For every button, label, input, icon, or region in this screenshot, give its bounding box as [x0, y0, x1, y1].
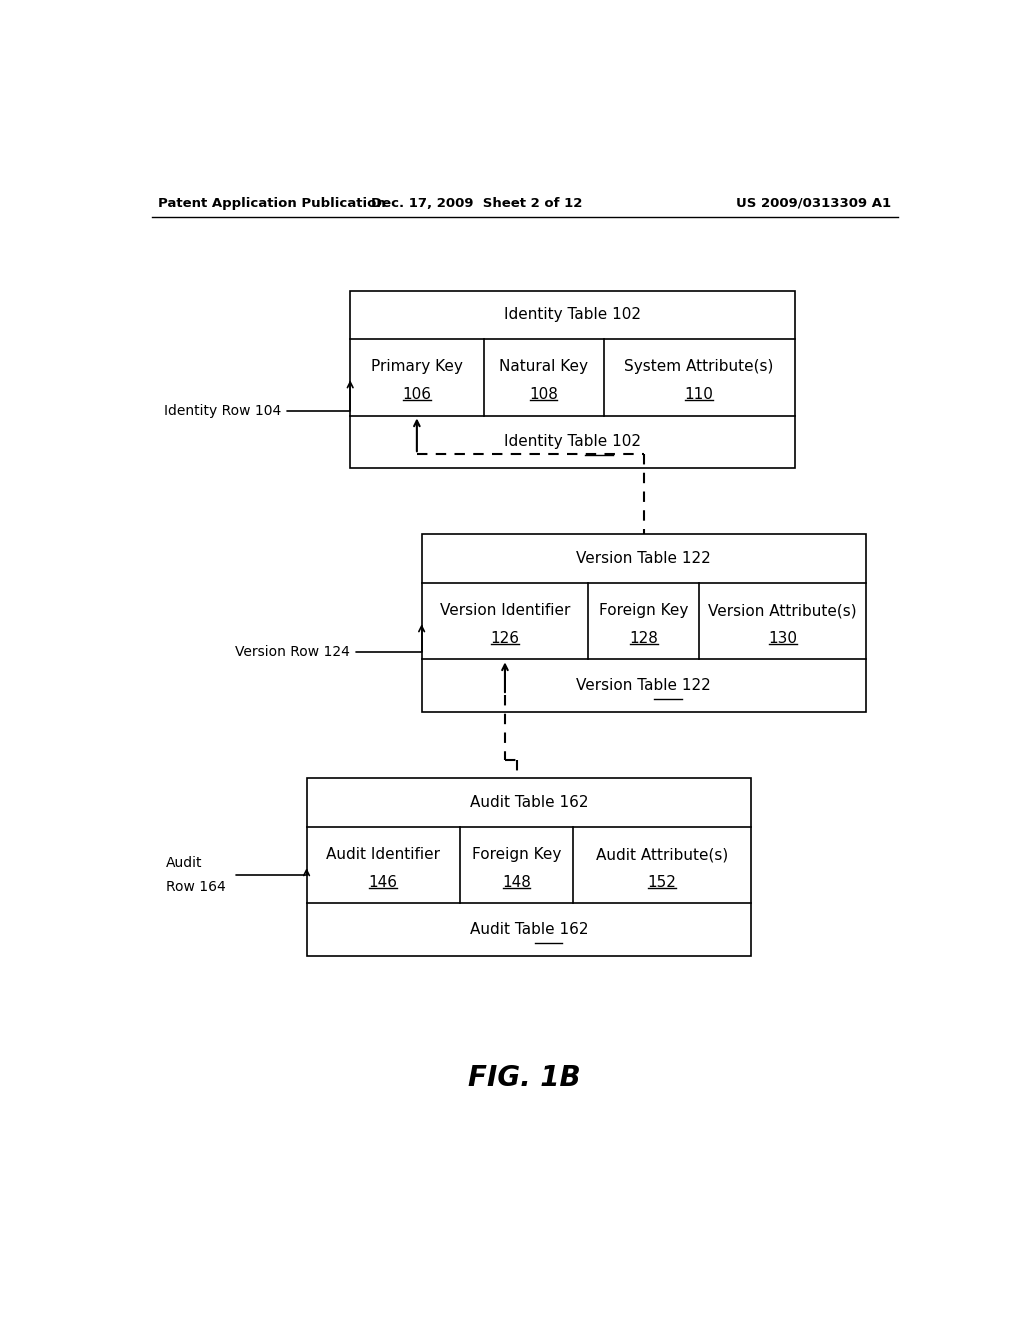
Text: 108: 108 — [529, 387, 558, 401]
Text: 130: 130 — [768, 631, 798, 645]
Text: Identity Row 104: Identity Row 104 — [164, 381, 353, 417]
Bar — [306, 779, 751, 956]
Text: 106: 106 — [402, 387, 431, 401]
Text: Identity Table 102: Identity Table 102 — [504, 434, 641, 450]
Text: Foreign Key: Foreign Key — [472, 847, 561, 862]
Text: Foreign Key: Foreign Key — [599, 603, 688, 618]
Text: Audit Table 162: Audit Table 162 — [470, 923, 588, 937]
Text: FIG. 1B: FIG. 1B — [469, 1064, 581, 1092]
Text: Version Table 122: Version Table 122 — [577, 552, 712, 566]
Text: Audit Attribute(s): Audit Attribute(s) — [596, 847, 728, 862]
Text: Version Identifier: Version Identifier — [439, 603, 570, 618]
Text: 152: 152 — [647, 875, 677, 890]
Text: Natural Key: Natural Key — [499, 359, 588, 375]
Text: Audit Identifier: Audit Identifier — [327, 847, 440, 862]
Text: 126: 126 — [490, 631, 519, 645]
Text: System Attribute(s): System Attribute(s) — [625, 359, 774, 375]
Text: Identity Table 102: Identity Table 102 — [504, 308, 641, 322]
Bar — [350, 290, 795, 469]
Text: Version Row 124: Version Row 124 — [236, 626, 424, 660]
Text: 146: 146 — [369, 875, 397, 890]
Text: Dec. 17, 2009  Sheet 2 of 12: Dec. 17, 2009 Sheet 2 of 12 — [372, 197, 583, 210]
Text: Audit: Audit — [166, 855, 203, 870]
Text: Version Table 122: Version Table 122 — [577, 678, 712, 693]
Text: 110: 110 — [685, 387, 714, 401]
Text: Version Attribute(s): Version Attribute(s) — [709, 603, 857, 618]
Text: Row 164: Row 164 — [166, 880, 226, 894]
Text: Patent Application Publication: Patent Application Publication — [158, 197, 386, 210]
Text: 128: 128 — [630, 631, 658, 645]
Bar — [422, 535, 866, 713]
Text: Audit Table 162: Audit Table 162 — [470, 795, 588, 810]
Text: 148: 148 — [502, 875, 531, 890]
Text: US 2009/0313309 A1: US 2009/0313309 A1 — [736, 197, 892, 210]
Text: Primary Key: Primary Key — [371, 359, 463, 375]
